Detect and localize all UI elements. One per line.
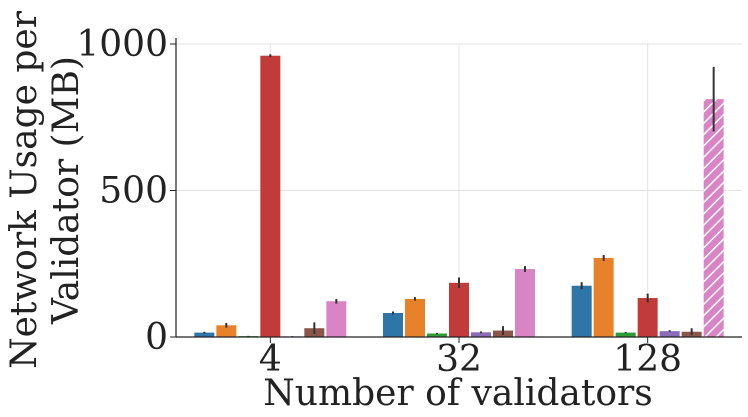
bar — [571, 285, 592, 337]
x-tick-label: 128 — [613, 339, 682, 380]
bar — [326, 301, 347, 337]
bar — [659, 331, 680, 337]
bars-group — [194, 54, 724, 337]
bar — [637, 298, 658, 337]
axes — [170, 38, 742, 343]
bar — [703, 99, 724, 337]
bar — [383, 312, 403, 337]
y-tick-labels: 0 500 1000 — [76, 24, 168, 358]
bar — [449, 282, 469, 337]
x-axis-label: Number of validators — [263, 373, 652, 414]
y-tick-label: 0 — [145, 317, 168, 358]
bar — [260, 55, 281, 337]
x-tick-labels: 4 32 128 — [259, 339, 682, 380]
y-tick-label: 1000 — [76, 24, 168, 65]
bar — [615, 332, 636, 337]
bar — [194, 332, 215, 337]
bar — [427, 333, 447, 337]
y-axis-label-line-2: Validator (MB) — [46, 56, 87, 325]
bar — [405, 298, 425, 337]
bar — [471, 332, 491, 337]
bar — [216, 325, 237, 337]
bar — [593, 257, 614, 337]
y-axis-label-line-1: Network Usage per — [4, 10, 45, 369]
x-tick-label: 4 — [259, 339, 282, 380]
x-tick-label: 32 — [436, 339, 482, 380]
bar — [515, 269, 535, 337]
y-tick-label: 500 — [99, 171, 168, 212]
